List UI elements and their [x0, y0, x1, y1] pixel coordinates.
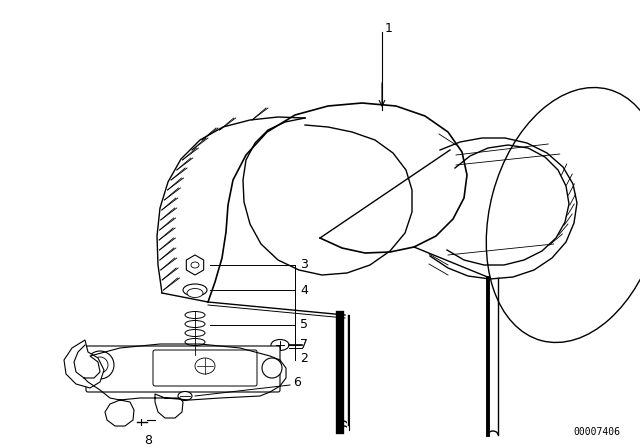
Circle shape: [262, 358, 282, 378]
Text: 6: 6: [293, 376, 301, 389]
Circle shape: [92, 357, 108, 373]
Text: 3: 3: [300, 258, 308, 271]
Ellipse shape: [185, 348, 205, 354]
Text: 00007406: 00007406: [573, 427, 620, 437]
Polygon shape: [64, 340, 104, 388]
Ellipse shape: [271, 340, 289, 350]
Ellipse shape: [187, 289, 203, 297]
FancyBboxPatch shape: [153, 350, 257, 386]
Ellipse shape: [191, 262, 199, 268]
Ellipse shape: [185, 329, 205, 336]
Ellipse shape: [178, 392, 192, 401]
Ellipse shape: [183, 284, 207, 296]
Text: 7: 7: [300, 339, 308, 352]
FancyBboxPatch shape: [86, 346, 280, 392]
Ellipse shape: [486, 87, 640, 342]
Text: 2: 2: [300, 352, 308, 365]
Ellipse shape: [185, 320, 205, 327]
Ellipse shape: [195, 358, 215, 374]
Ellipse shape: [185, 311, 205, 319]
Text: 8: 8: [144, 434, 152, 447]
Ellipse shape: [185, 339, 205, 345]
Text: 1: 1: [385, 22, 393, 34]
Circle shape: [86, 351, 114, 379]
Text: 4: 4: [300, 284, 308, 297]
Text: 5: 5: [300, 319, 308, 332]
